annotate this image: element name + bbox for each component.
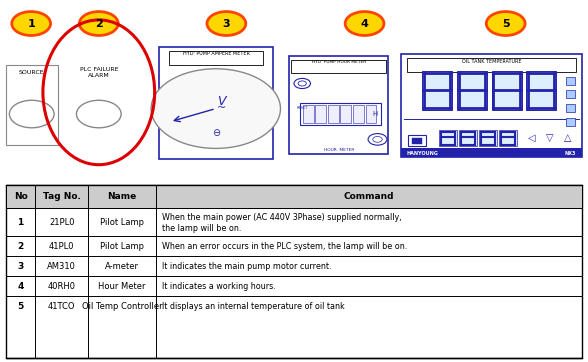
Text: 2: 2 <box>95 18 103 29</box>
FancyBboxPatch shape <box>401 148 582 157</box>
Circle shape <box>151 69 280 148</box>
FancyBboxPatch shape <box>566 104 575 112</box>
Text: Oil Temp Controller: Oil Temp Controller <box>82 302 162 311</box>
Text: 3: 3 <box>18 262 24 271</box>
FancyBboxPatch shape <box>340 105 351 123</box>
Text: △: △ <box>564 133 571 143</box>
FancyBboxPatch shape <box>289 56 388 154</box>
Text: 4: 4 <box>360 18 369 29</box>
Text: ◁: ◁ <box>529 133 536 143</box>
Text: 41PL0: 41PL0 <box>49 242 75 251</box>
Text: 2: 2 <box>18 242 24 251</box>
Text: NX3: NX3 <box>565 151 576 156</box>
FancyBboxPatch shape <box>6 185 582 358</box>
Text: Command: Command <box>344 192 394 201</box>
Text: It displays an internal temperature of oil tank: It displays an internal temperature of o… <box>162 302 345 311</box>
Circle shape <box>9 100 54 128</box>
Circle shape <box>298 81 306 86</box>
Circle shape <box>79 12 118 35</box>
FancyBboxPatch shape <box>169 51 263 65</box>
FancyBboxPatch shape <box>439 130 457 146</box>
FancyBboxPatch shape <box>407 58 576 72</box>
Text: OIL TANK TEMPERATURE: OIL TANK TEMPERATURE <box>462 59 522 64</box>
Text: AM310: AM310 <box>47 262 76 271</box>
Text: No: No <box>14 192 28 201</box>
Circle shape <box>294 79 310 89</box>
Circle shape <box>368 134 387 145</box>
FancyBboxPatch shape <box>566 90 575 98</box>
FancyBboxPatch shape <box>526 71 556 110</box>
Text: A-meter: A-meter <box>105 262 139 271</box>
Text: 1: 1 <box>18 218 24 227</box>
FancyBboxPatch shape <box>422 71 452 110</box>
FancyBboxPatch shape <box>291 60 386 73</box>
Text: V: V <box>218 95 226 108</box>
FancyBboxPatch shape <box>401 54 582 157</box>
Text: 1: 1 <box>27 18 35 29</box>
Text: 5: 5 <box>502 18 509 29</box>
FancyBboxPatch shape <box>315 105 326 123</box>
Text: When an error occurs in the PLC system, the lamp will be on.: When an error occurs in the PLC system, … <box>162 242 407 251</box>
Text: PLC FAILURE
ALARM: PLC FAILURE ALARM <box>79 67 118 78</box>
FancyBboxPatch shape <box>408 135 426 146</box>
Circle shape <box>345 12 384 35</box>
Text: Pilot Lamp: Pilot Lamp <box>100 218 144 227</box>
Text: 4: 4 <box>18 282 24 291</box>
FancyBboxPatch shape <box>353 105 364 123</box>
FancyBboxPatch shape <box>300 103 381 125</box>
Text: ~: ~ <box>217 102 226 113</box>
FancyBboxPatch shape <box>366 105 376 123</box>
Text: Tag No.: Tag No. <box>43 192 81 201</box>
Text: Name: Name <box>108 192 136 201</box>
Text: 5: 5 <box>18 302 24 311</box>
Circle shape <box>207 12 246 35</box>
FancyBboxPatch shape <box>479 130 497 146</box>
Circle shape <box>373 136 382 142</box>
FancyBboxPatch shape <box>159 47 273 159</box>
Text: Pilot Lamp: Pilot Lamp <box>100 242 144 251</box>
Text: 41TCO: 41TCO <box>48 302 75 311</box>
Polygon shape <box>294 93 310 102</box>
Text: the lamp will be on.: the lamp will be on. <box>162 224 241 233</box>
Text: 40RH0: 40RH0 <box>48 282 76 291</box>
Text: 3: 3 <box>223 18 230 29</box>
FancyBboxPatch shape <box>303 105 313 123</box>
Text: HOUR  METER: HOUR METER <box>323 147 354 152</box>
FancyBboxPatch shape <box>6 185 582 208</box>
Text: HANYOUNG: HANYOUNG <box>407 151 439 156</box>
Circle shape <box>76 100 121 128</box>
Text: 21PL0: 21PL0 <box>49 218 75 227</box>
FancyBboxPatch shape <box>6 65 58 145</box>
Circle shape <box>486 12 525 35</box>
Text: HYD' PUMP AMPERE METER: HYD' PUMP AMPERE METER <box>183 51 249 56</box>
FancyBboxPatch shape <box>459 130 477 146</box>
FancyBboxPatch shape <box>499 130 517 146</box>
FancyBboxPatch shape <box>566 118 575 126</box>
Text: It indicates the main pump motor current.: It indicates the main pump motor current… <box>162 262 331 271</box>
Text: ▽: ▽ <box>546 133 553 143</box>
FancyBboxPatch shape <box>457 71 487 110</box>
Text: H: H <box>373 111 378 117</box>
Text: Hour Meter: Hour Meter <box>98 282 146 291</box>
Text: SOURCE: SOURCE <box>19 70 45 75</box>
Text: RESET: RESET <box>296 106 308 110</box>
FancyBboxPatch shape <box>328 105 339 123</box>
FancyBboxPatch shape <box>492 71 522 110</box>
Text: It indicates a working hours.: It indicates a working hours. <box>162 282 275 291</box>
FancyBboxPatch shape <box>566 77 575 85</box>
Text: ⊖: ⊖ <box>212 128 220 138</box>
Circle shape <box>12 12 51 35</box>
Text: When the main power (AC 440V 3Phase) supplied normally,: When the main power (AC 440V 3Phase) sup… <box>162 213 402 222</box>
FancyBboxPatch shape <box>412 138 422 144</box>
Text: HYD' PUMP HOUR METER: HYD' PUMP HOUR METER <box>312 60 366 64</box>
